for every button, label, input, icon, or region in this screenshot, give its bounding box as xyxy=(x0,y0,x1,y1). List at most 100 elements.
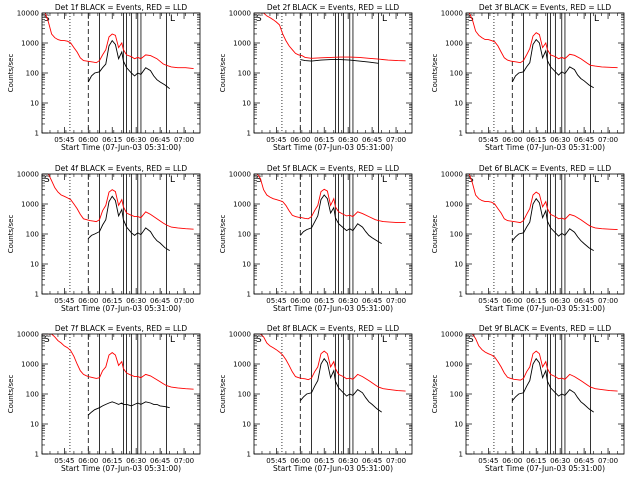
y-tick-label: 100 xyxy=(450,231,463,239)
plot-frame xyxy=(253,333,413,455)
x-axis-label: Start Time (07-Jun-03 05:31:00) xyxy=(61,143,181,152)
x-tick-label: 07:00 xyxy=(386,457,406,465)
series-lld-red xyxy=(42,13,194,70)
x-tick-label: 06:15 xyxy=(526,136,546,144)
y-axis-label: Counts/sec xyxy=(7,54,15,93)
y-tick-label: 1 xyxy=(35,291,39,299)
x-tick-label: 05:45 xyxy=(478,457,498,465)
y-tick-label: 1000 xyxy=(445,40,463,48)
x-tick-label: 06:30 xyxy=(126,457,146,465)
series-events-black xyxy=(511,197,594,251)
corner-letter-s: S xyxy=(256,14,262,24)
corner-letter-s: S xyxy=(256,175,262,185)
panel-det-7: Det 7f BLACK = Events, RED = LLD S L 1 10 100… xyxy=(7,324,201,473)
y-axis-label: Counts/sec xyxy=(219,215,227,254)
y-tick-label: 10000 xyxy=(229,331,251,339)
y-tick-label: 10 xyxy=(454,261,463,269)
series-lld-red xyxy=(254,13,406,62)
y-tick-label: 10 xyxy=(454,100,463,108)
y-tick-label: 1000 xyxy=(445,361,463,369)
corner-letter-l: L xyxy=(594,14,599,24)
y-axis-label: Counts/sec xyxy=(431,215,439,254)
x-axis-label: Start Time (07-Jun-03 05:31:00) xyxy=(61,464,181,473)
x-tick-label: 05:45 xyxy=(266,457,286,465)
panel-det-3: Det 3f BLACK = Events, RED = LLD S L 1 10 100… xyxy=(431,3,625,152)
panel-title: Det 6f BLACK = Events, RED = LLD xyxy=(479,164,612,173)
y-axis-label: Counts/sec xyxy=(7,215,15,254)
series-lld-red xyxy=(42,334,194,390)
y-tick-label: 100 xyxy=(450,391,463,399)
plot-frame xyxy=(253,173,413,295)
y-tick-label: 10000 xyxy=(17,171,39,179)
x-tick-label: 05:45 xyxy=(266,297,286,305)
y-tick-label: 1000 xyxy=(21,361,39,369)
panel-title: Det 4f BLACK = Events, RED = LLD xyxy=(55,164,188,173)
corner-letter-l: L xyxy=(382,175,387,185)
y-tick-label: 10 xyxy=(30,421,39,429)
panel-det-2: Det 2f BLACK = Events, RED = LLD S L 1 10 100… xyxy=(219,3,413,152)
corner-letter-s: S xyxy=(256,335,262,345)
x-tick-label: 06:00 xyxy=(290,457,310,465)
y-tick-label: 1 xyxy=(459,291,463,299)
x-tick-label: 06:15 xyxy=(314,136,334,144)
x-axis-label: Start Time (07-Jun-03 05:31:00) xyxy=(273,304,393,313)
x-tick-label: 06:30 xyxy=(338,136,358,144)
y-tick-label: 100 xyxy=(26,231,39,239)
x-tick-label: 06:45 xyxy=(574,457,594,465)
panel-title: Det 7f BLACK = Events, RED = LLD xyxy=(55,324,188,333)
corner-letter-l: L xyxy=(170,175,175,185)
plot-frame xyxy=(465,173,625,295)
y-axis-label: Counts/sec xyxy=(431,375,439,414)
x-tick-label: 06:30 xyxy=(550,457,570,465)
x-tick-label: 07:00 xyxy=(174,457,194,465)
x-tick-label: 06:30 xyxy=(550,297,570,305)
corner-letter-s: S xyxy=(468,335,474,345)
y-tick-label: 1 xyxy=(247,130,251,138)
series-lld-red xyxy=(466,334,618,392)
corner-letter-l: L xyxy=(170,335,175,345)
x-tick-label: 06:45 xyxy=(574,297,594,305)
x-tick-label: 06:30 xyxy=(126,136,146,144)
x-tick-label: 06:15 xyxy=(314,297,334,305)
x-tick-label: 07:00 xyxy=(174,136,194,144)
x-tick-label: 05:45 xyxy=(266,136,286,144)
x-tick-label: 06:45 xyxy=(362,136,382,144)
x-tick-label: 07:00 xyxy=(386,136,406,144)
panel-det-9: Det 9f BLACK = Events, RED = LLD S L 1 10 100… xyxy=(431,324,625,473)
y-tick-label: 100 xyxy=(26,70,39,78)
series-events-black xyxy=(87,195,170,251)
y-tick-label: 10 xyxy=(242,421,251,429)
x-tick-label: 06:30 xyxy=(126,297,146,305)
x-tick-label: 06:45 xyxy=(150,297,170,305)
y-tick-label: 10 xyxy=(242,100,251,108)
x-tick-label: 06:00 xyxy=(290,297,310,305)
x-tick-label: 06:00 xyxy=(78,136,98,144)
corner-letter-s: S xyxy=(44,335,50,345)
panel-title: Det 9f BLACK = Events, RED = LLD xyxy=(479,324,612,333)
x-tick-label: 06:00 xyxy=(78,457,98,465)
y-tick-label: 1000 xyxy=(445,201,463,209)
series-lld-red xyxy=(466,13,618,69)
series-events-black xyxy=(299,194,382,244)
x-tick-label: 06:15 xyxy=(102,136,122,144)
x-tick-label: 06:45 xyxy=(362,457,382,465)
y-tick-label: 10 xyxy=(30,261,39,269)
x-tick-label: 06:30 xyxy=(338,297,358,305)
y-tick-label: 100 xyxy=(238,70,251,78)
panel-det-4: Det 4f BLACK = Events, RED = LLD S L 1 10 100… xyxy=(7,164,201,313)
y-tick-label: 10 xyxy=(242,261,251,269)
x-tick-label: 06:45 xyxy=(150,136,170,144)
y-tick-label: 10000 xyxy=(229,171,251,179)
y-tick-label: 100 xyxy=(238,231,251,239)
y-tick-label: 1 xyxy=(35,130,39,138)
series-lld-red xyxy=(254,334,406,392)
x-tick-label: 07:00 xyxy=(598,457,618,465)
plot-frame xyxy=(253,12,413,134)
x-tick-label: 06:15 xyxy=(102,457,122,465)
y-tick-label: 10000 xyxy=(441,10,463,18)
x-tick-label: 06:30 xyxy=(338,457,358,465)
y-tick-label: 1000 xyxy=(233,361,251,369)
x-tick-label: 07:00 xyxy=(174,297,194,305)
x-tick-label: 05:45 xyxy=(54,457,74,465)
